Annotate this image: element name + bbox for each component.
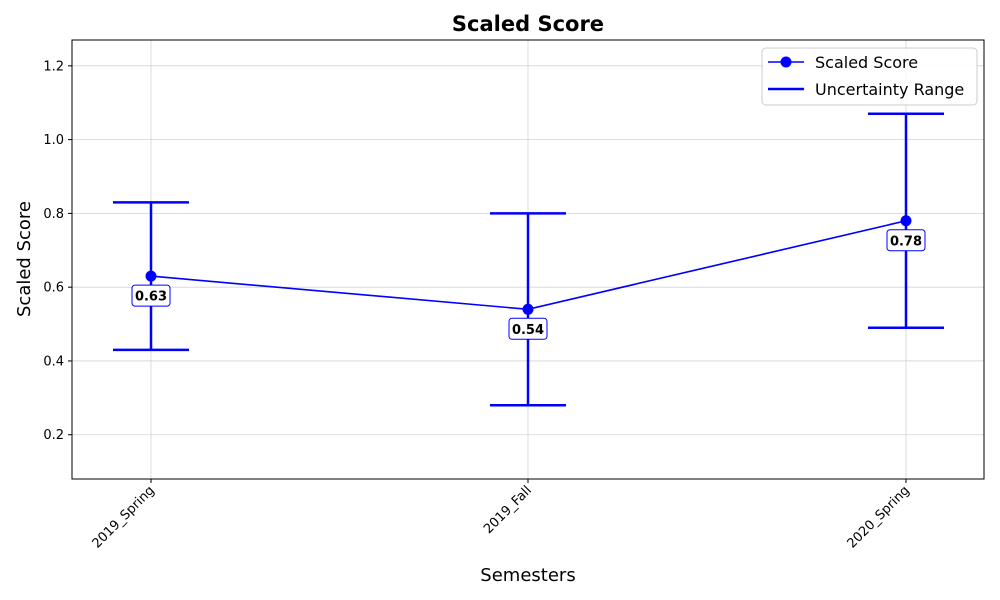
data-label-box (508, 317, 548, 340)
scaled-score-point (145, 270, 157, 282)
legend: Scaled Score Uncertainty Range (761, 47, 978, 106)
data-label-box (886, 229, 926, 252)
y-axis: 0.2 0.4 0.6 0.8 1.0 1.2 (43, 59, 72, 443)
scaled-score-point (522, 303, 534, 315)
legend-uncertainty-label: Uncertainty Range (815, 80, 964, 99)
data-label-box (131, 284, 171, 307)
legend-scaled-score-label: Scaled Score (815, 53, 918, 72)
data-label: 0.54 (512, 323, 544, 338)
y-tick-label: 0.2 (43, 428, 64, 443)
scaled-score-series (145, 215, 912, 315)
data-label: 0.63 (135, 290, 167, 305)
x-axis-label: Semesters (480, 565, 575, 586)
y-axis-label: Scaled Score (14, 201, 35, 317)
legend-box (761, 47, 978, 106)
scaled-score-point (900, 215, 912, 227)
y-tick-label: 0.6 (43, 281, 64, 296)
chart-title: Scaled Score (452, 12, 604, 36)
y-tick-label: 1.0 (43, 133, 64, 148)
legend-scaled-score-marker (780, 56, 792, 68)
data-labels: 0.63 0.54 0.78 (131, 229, 926, 340)
data-label: 0.78 (890, 234, 922, 249)
y-tick-label: 0.4 (43, 354, 64, 369)
y-tick-label: 1.2 (43, 59, 64, 74)
y-tick-label: 0.8 (43, 207, 64, 222)
